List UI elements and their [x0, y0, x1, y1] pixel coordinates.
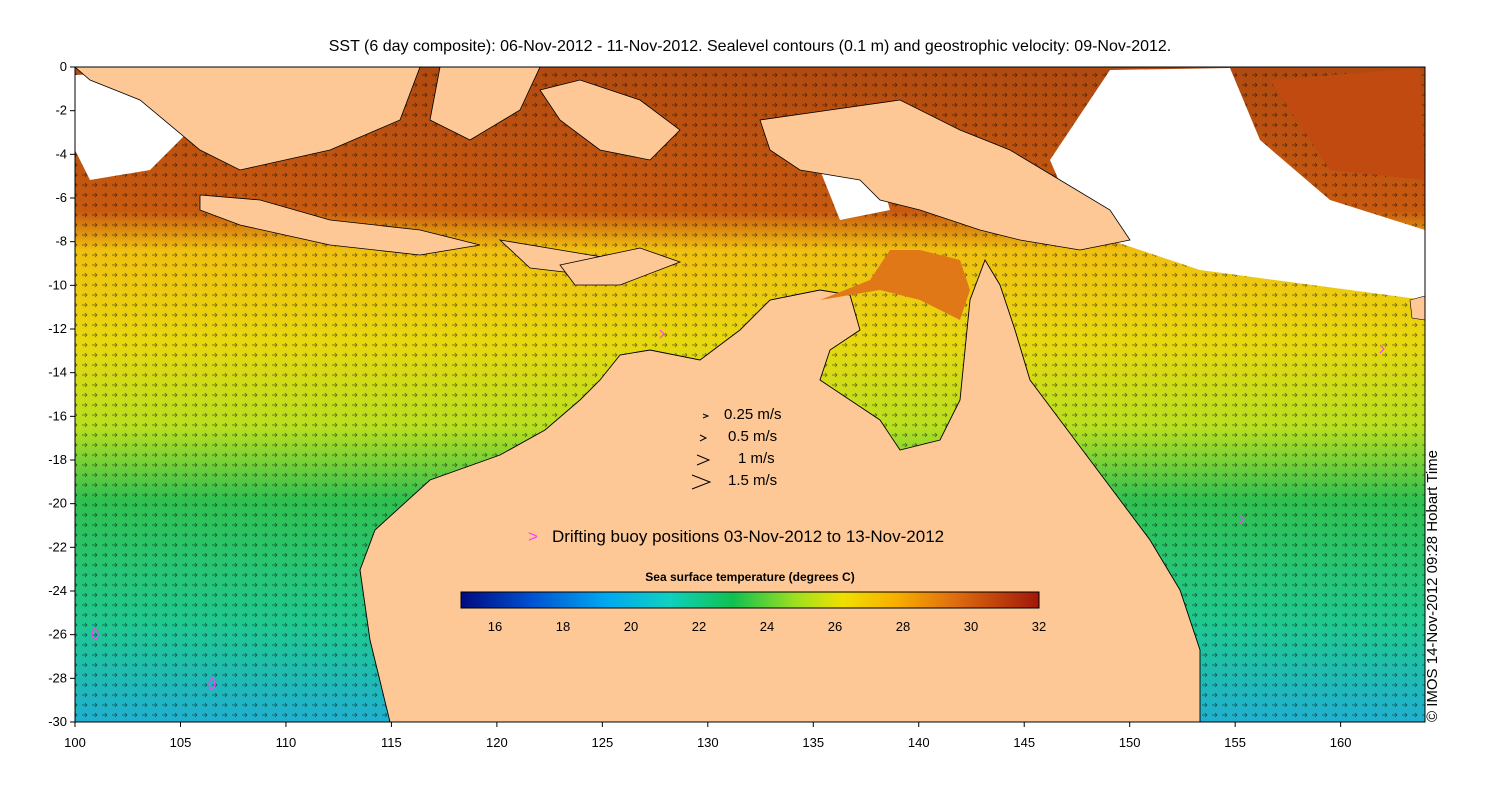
colorbar-tick-label: 18 — [556, 619, 570, 634]
velocity-legend-arrows — [691, 413, 712, 490]
velocity-legend-label-1: 0.5 m/s — [728, 428, 778, 445]
y-axis: 0 -2 -4 -6 -8 -10 -12 -14 -16 -18 -20 -22 -24 -26 -28 -… — [48, 59, 75, 729]
gulf-of-carpentaria — [820, 250, 970, 320]
buoy-legend-label: Drifting buoy positions 03-Nov-2012 to 1… — [551, 527, 945, 546]
colorbar-tick-label: 32 — [1032, 619, 1046, 634]
colorbar-ticks: 16 18 20 22 24 26 28 30 32 — [488, 619, 1046, 634]
sulawesi-landmass — [539, 79, 681, 161]
x-tick-label: 120 — [486, 735, 508, 750]
y-tick-label: -8 — [55, 234, 67, 249]
map-area — [73, 66, 1426, 723]
x-tick-label: 130 — [697, 735, 719, 750]
colorbar-tick-label: 20 — [624, 619, 638, 634]
colorbar-tick-label: 16 — [488, 619, 502, 634]
java-landmass — [199, 194, 481, 256]
velocity-legend-label-0: 0.25 m/s — [724, 406, 782, 423]
colorbar — [460, 591, 1040, 609]
y-tick-label: 0 — [60, 59, 67, 74]
x-tick-label: 155 — [1224, 735, 1246, 750]
y-tick-label: -20 — [48, 496, 67, 511]
y-tick-label: -30 — [48, 714, 67, 729]
x-tick-label: 100 — [64, 735, 86, 750]
arrow-1-5 — [691, 474, 712, 490]
y-tick-label: -22 — [48, 539, 67, 554]
x-tick-label: 125 — [591, 735, 613, 750]
arrow-0-5 — [699, 434, 708, 442]
y-tick-label: -26 — [48, 627, 67, 642]
colorbar-title: Sea surface temperature (degrees C) — [645, 570, 855, 584]
copyright-text: © IMOS 14-Nov-2012 09:28 Hobart Time — [1424, 449, 1441, 722]
colorbar-tick-label: 30 — [964, 619, 978, 634]
y-tick-label: -6 — [55, 190, 67, 205]
new-guinea-landmass — [759, 99, 1131, 251]
drifting-buoys — [91, 329, 1385, 691]
timor-island — [559, 247, 682, 286]
map-title: SST (6 day composite): 06-Nov-2012 - 11-… — [328, 38, 1172, 55]
x-tick-label: 150 — [1119, 735, 1141, 750]
x-tick-label: 105 — [170, 735, 192, 750]
velocity-legend-label-2: 1 m/s — [738, 450, 775, 467]
x-tick-label: 115 — [381, 735, 402, 750]
y-tick-label: -16 — [48, 408, 67, 423]
colorbar-tick-label: 24 — [760, 619, 774, 634]
colorbar-tick-label: 26 — [828, 619, 842, 634]
arrow-0-25 — [702, 413, 710, 419]
warm-patch-ne — [1270, 68, 1425, 180]
y-tick-label: -18 — [48, 452, 67, 467]
x-axis: 100 105 110 115 120 125 130 135 140 145 150 155 160 — [64, 722, 1351, 750]
x-tick-label: 110 — [276, 735, 297, 750]
x-tick-label: 140 — [908, 735, 930, 750]
island-east — [1409, 295, 1426, 321]
arrow-1 — [696, 454, 711, 466]
y-tick-label: -28 — [48, 670, 67, 685]
colorbar-tick-label: 22 — [692, 619, 706, 634]
y-tick-label: -4 — [55, 146, 67, 161]
x-tick-label: 135 — [802, 735, 824, 750]
y-tick-label: -14 — [48, 365, 67, 380]
y-tick-label: -2 — [55, 103, 67, 118]
x-tick-label: 145 — [1013, 735, 1035, 750]
y-tick-label: -24 — [48, 583, 67, 598]
velocity-legend-label-3: 1.5 m/s — [728, 472, 778, 489]
colorbar-tick-label: 28 — [896, 619, 910, 634]
sumatra-landmass — [73, 66, 421, 171]
buoy-legend: > Drifting buoy positions 03-Nov-2012 to … — [528, 527, 944, 547]
no-data-cloud-ne — [1050, 68, 1425, 300]
y-tick-label: -10 — [48, 277, 67, 292]
x-tick-label: 160 — [1330, 735, 1352, 750]
y-tick-label: -12 — [48, 321, 67, 336]
map-frame — [74, 66, 1426, 723]
buoy-marker-icon: > — [528, 527, 538, 546]
